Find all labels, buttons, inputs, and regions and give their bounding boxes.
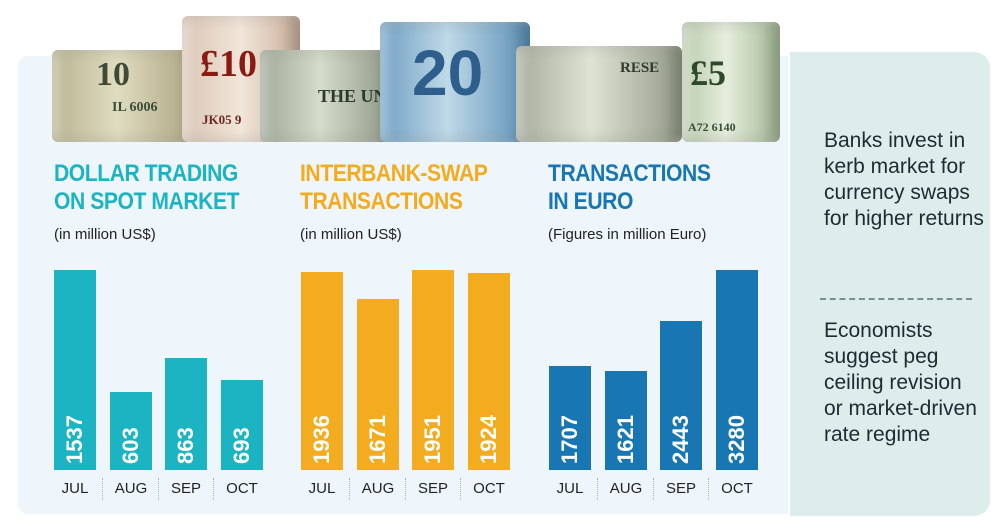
x-tick-label: AUG: [361, 480, 395, 497]
bar: [468, 273, 510, 470]
bar-value-label: 603: [118, 427, 143, 464]
x-tick-label: SEP: [417, 480, 448, 497]
tick-separator: [213, 478, 214, 500]
five-pound-note-icon: £5 A72 6140: [682, 22, 780, 142]
x-tick-label: SEP: [170, 480, 201, 497]
hundred-dollar-note-icon: RESE: [516, 46, 682, 142]
tick-separator: [460, 478, 461, 500]
one-dollar-note-icon: THE UN: [260, 50, 394, 142]
banknote-text: 10: [96, 56, 130, 93]
bar-value-label: 1924: [476, 415, 501, 464]
tick-separator: [597, 478, 598, 500]
x-tick-label: OCT: [226, 480, 258, 497]
sidebar-point-2: Economists suggest peg ceiling revision …: [824, 319, 977, 446]
chart-title-line: ON SPOT MARKET: [54, 188, 240, 215]
chart-title-line: INTERBANK-SWAP: [300, 160, 488, 187]
twenty-euro-note-icon: 20: [380, 22, 530, 142]
bar: [221, 380, 263, 470]
chart-title-dollar: DOLLAR TRADING ON SPOT MARKET: [54, 160, 240, 216]
x-tick-label: JUL: [308, 480, 336, 497]
banknote-text: £5: [690, 53, 726, 93]
bar: [165, 358, 207, 470]
bar: [605, 371, 647, 470]
bar-value-label: 1537: [62, 415, 87, 464]
bar-value-label: 1951: [420, 415, 445, 464]
banknote-serial: JK05 9: [202, 112, 242, 127]
bar-value-label: 1707: [557, 415, 582, 464]
x-tick-label: AUG: [114, 480, 148, 497]
x-tick-label: SEP: [665, 480, 696, 497]
sidebar-panel: [790, 52, 990, 516]
bar-value-label: 1936: [309, 415, 334, 464]
bar: [660, 321, 702, 470]
x-tick-label: JUL: [61, 480, 89, 497]
bar-value-label: 863: [173, 427, 198, 464]
tick-separator: [158, 478, 159, 500]
chart-title-line: TRANSACTIONS: [300, 188, 463, 215]
x-tick-label: JUL: [556, 480, 584, 497]
banknote-text: £10: [200, 43, 257, 85]
banknote-serial: A72 6140: [688, 120, 736, 134]
bar: [412, 270, 454, 470]
bar: [110, 392, 152, 470]
bar-value-label: 3280: [724, 415, 749, 464]
bar: [549, 366, 591, 470]
banknote-text: 20: [412, 37, 484, 109]
banknote-text: RESE: [620, 60, 660, 76]
x-tick-label: OCT: [473, 480, 505, 497]
bar: [301, 272, 343, 470]
bar: [54, 270, 96, 470]
tick-separator: [349, 478, 350, 500]
sidebar-point-1: Banks invest in kerb market for currency…: [824, 129, 984, 230]
bar: [716, 270, 758, 470]
chart-title-euro: TRANSACTIONS IN EURO: [548, 160, 711, 216]
sidebar-divider: [820, 298, 972, 300]
bar: [357, 299, 399, 470]
tick-separator: [653, 478, 654, 500]
chart-subtitle-euro: (Figures in million Euro): [548, 226, 707, 243]
chart-title-swap: INTERBANK-SWAP TRANSACTIONS: [300, 160, 488, 216]
chart-subtitle-dollar: (in million US$): [54, 226, 156, 243]
bar-value-label: 1621: [613, 415, 638, 464]
bar-value-label: 2443: [668, 415, 693, 464]
banknote-serial: IL 6006: [112, 100, 158, 115]
tick-separator: [102, 478, 103, 500]
banknote-strip: 10 IL 6006 £10 JK05 9 THE UN 20 RESE £5 …: [50, 10, 780, 142]
tick-separator: [405, 478, 406, 500]
bar-value-label: 693: [229, 427, 254, 464]
banknote-text: THE UN: [318, 86, 387, 106]
tick-separator: [708, 478, 709, 500]
x-tick-label: OCT: [721, 480, 753, 497]
chart-title-line: IN EURO: [548, 188, 633, 215]
bar-value-label: 1671: [365, 415, 390, 464]
chart-title-line: TRANSACTIONS: [548, 160, 711, 187]
chart-title-line: DOLLAR TRADING: [54, 160, 238, 187]
ten-dollar-note-icon: 10 IL 6006: [52, 50, 198, 142]
x-tick-label: AUG: [609, 480, 643, 497]
chart-subtitle-swap: (in million US$): [300, 226, 402, 243]
